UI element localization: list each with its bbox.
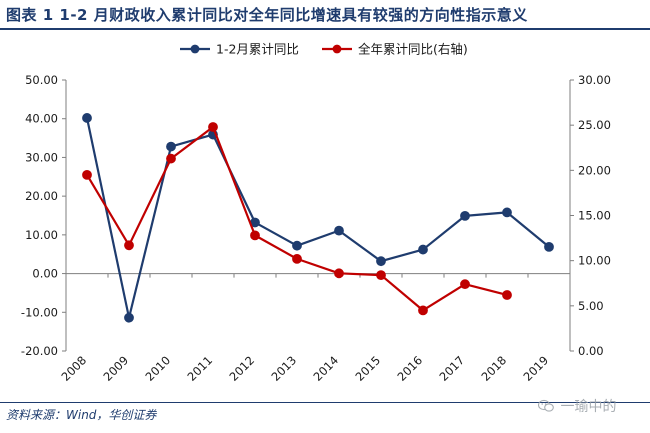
data-point-jan-feb bbox=[292, 240, 302, 251]
left-tick-label: 50.00 bbox=[25, 73, 58, 87]
line-chart: -20.00 -10.00 0.00 10.00 20.00 30.00 40.00 50.0… bbox=[21, 42, 611, 384]
series-line-annual bbox=[86, 125, 508, 312]
data-point-annual bbox=[334, 268, 344, 279]
x-tick-label: 2008 bbox=[59, 353, 90, 384]
left-tick-label: -20.00 bbox=[21, 344, 58, 358]
data-point-annual bbox=[292, 253, 302, 264]
data-point-annual bbox=[82, 169, 92, 180]
right-tick-label: 30.00 bbox=[578, 73, 611, 87]
right-tick-label: 15.00 bbox=[578, 209, 611, 223]
data-point-jan-feb bbox=[124, 312, 134, 323]
data-point-jan-feb bbox=[460, 210, 470, 221]
legend-label: 1-2月累计同比 bbox=[216, 42, 299, 57]
left-tick-label: 10.00 bbox=[25, 228, 58, 242]
data-point-annual bbox=[376, 270, 386, 281]
data-point-annual bbox=[124, 240, 134, 251]
x-tick-label: 2009 bbox=[101, 353, 132, 384]
data-point-annual bbox=[502, 290, 512, 300]
x-tick-label: 2017 bbox=[437, 353, 468, 384]
header-divider bbox=[0, 28, 650, 30]
data-point-annual bbox=[460, 279, 470, 290]
legend-marker bbox=[190, 44, 200, 54]
footer-divider bbox=[0, 402, 650, 403]
data-point-jan-feb bbox=[502, 207, 512, 218]
x-tick-label: 2010 bbox=[143, 353, 174, 384]
data-point-jan-feb bbox=[544, 241, 554, 252]
legend-marker bbox=[332, 44, 342, 54]
data-point-jan-feb bbox=[418, 244, 428, 255]
left-tick-label: 20.00 bbox=[25, 189, 58, 203]
x-tick-label: 2014 bbox=[311, 353, 342, 384]
right-tick-label: 5.00 bbox=[578, 299, 604, 313]
x-tick-label: 2016 bbox=[395, 353, 426, 384]
x-tick-label: 2013 bbox=[269, 353, 300, 384]
left-tick-label: 0.00 bbox=[32, 267, 58, 281]
data-point-jan-feb bbox=[334, 225, 344, 236]
data-point-jan-feb bbox=[166, 141, 176, 152]
wechat-icon bbox=[538, 399, 554, 412]
x-tick-label: 2015 bbox=[353, 353, 384, 384]
right-tick-label: 0.00 bbox=[578, 344, 604, 358]
right-tick-label: 25.00 bbox=[578, 118, 611, 132]
data-point-annual bbox=[418, 305, 428, 316]
left-tick-label: 30.00 bbox=[25, 150, 58, 164]
left-tick-label: 40.00 bbox=[25, 112, 58, 126]
x-tick-label: 2011 bbox=[185, 353, 216, 384]
x-tick-label: 2018 bbox=[479, 353, 510, 384]
x-tick-label: 2012 bbox=[227, 353, 258, 384]
data-point-annual bbox=[250, 230, 260, 241]
figure-title: 图表 1 1-2 月财政收入累计同比对全年同比增速具有较强的方向性指示意义 bbox=[6, 6, 528, 24]
figure-header: 图表 1 1-2 月财政收入累计同比对全年同比增速具有较强的方向性指示意义 bbox=[0, 0, 650, 30]
x-tick-label: 2019 bbox=[521, 353, 552, 384]
data-point-annual bbox=[208, 122, 218, 132]
source-note: 资料来源：Wind，华创证券 bbox=[6, 408, 157, 422]
data-point-annual bbox=[166, 153, 176, 164]
right-tick-label: 20.00 bbox=[578, 163, 611, 177]
right-tick-label: 10.00 bbox=[578, 254, 611, 268]
data-point-jan-feb bbox=[82, 113, 92, 123]
legend-label: 全年累计同比(右轴) bbox=[358, 42, 468, 57]
left-tick-label: -10.00 bbox=[21, 305, 58, 319]
watermark: 一瑜中的 bbox=[538, 396, 616, 416]
data-point-jan-feb bbox=[376, 256, 386, 267]
watermark-text: 一瑜中的 bbox=[560, 399, 617, 415]
